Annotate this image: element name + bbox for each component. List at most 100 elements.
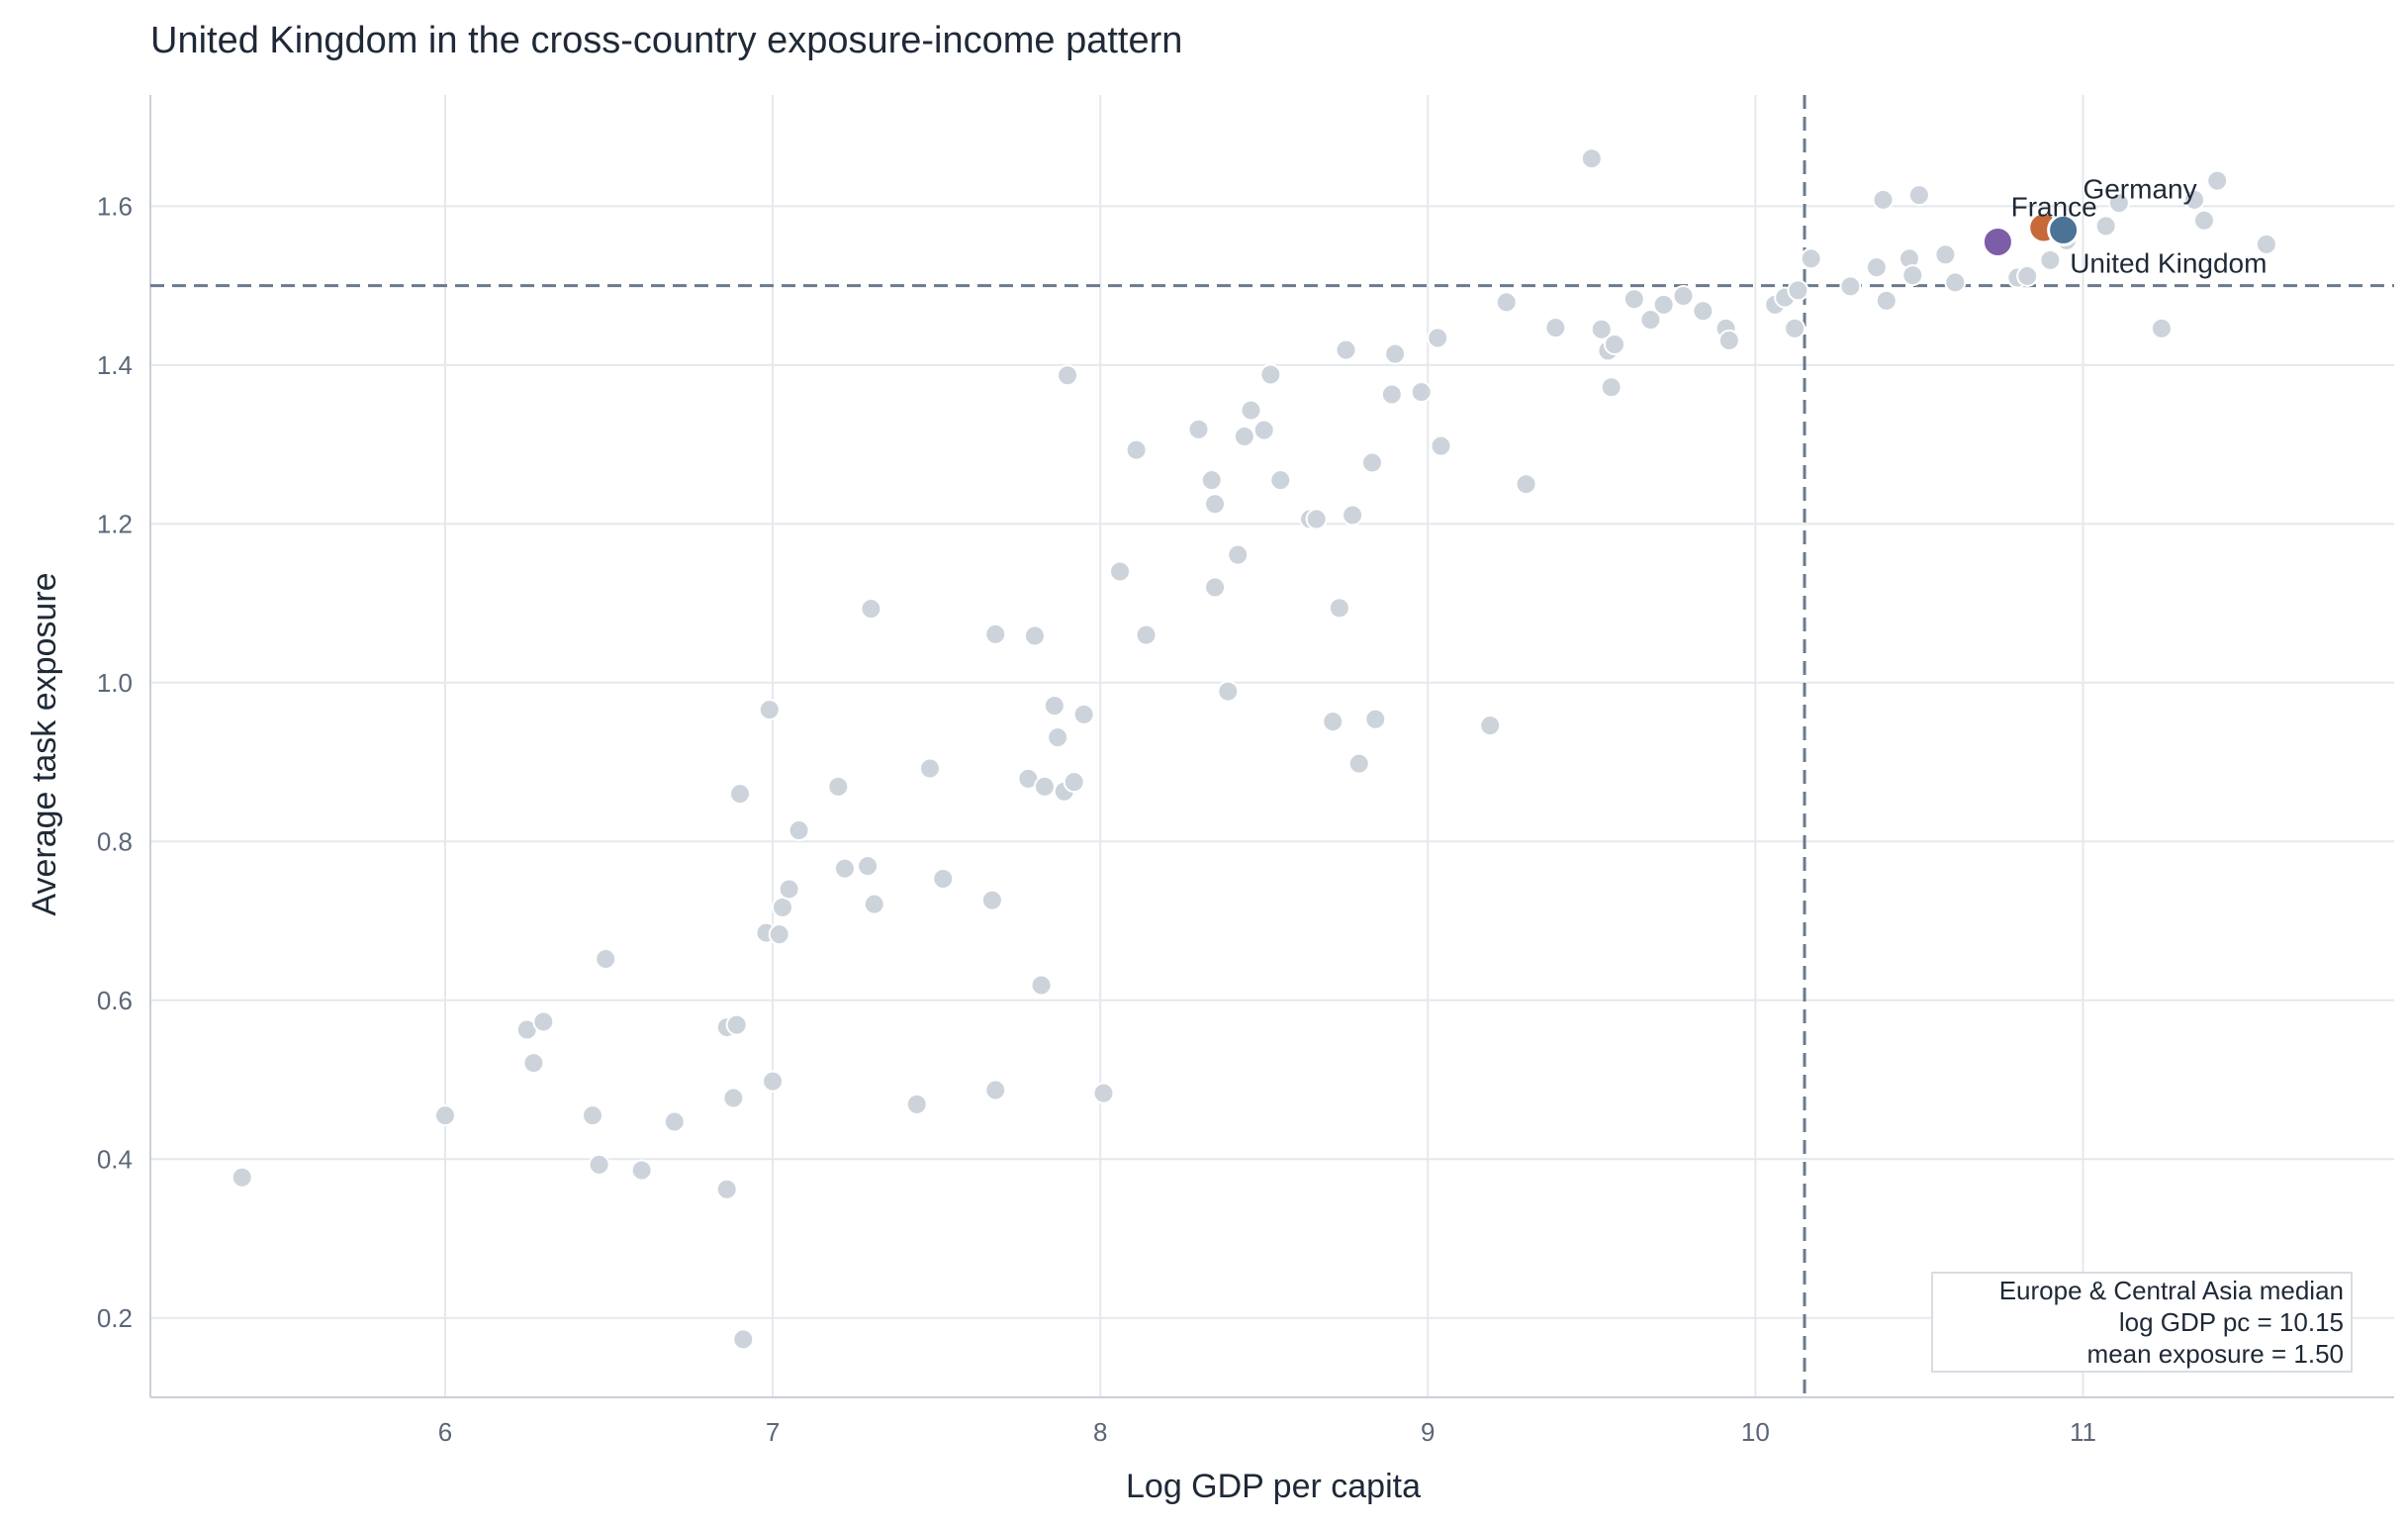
data-point [857,855,880,878]
data-point [2016,264,2039,287]
data-point [433,1104,456,1127]
y-tick-label: 1.0 [97,668,133,698]
data-point [1380,383,1403,406]
highlight-point [1981,225,2014,258]
data-point [1427,327,1449,349]
data-point [1410,381,1433,404]
data-point [1063,771,1085,794]
median-note-frame [1931,1272,2353,1373]
data-point [1934,243,1957,266]
data-point [1023,624,1046,647]
data-point [1787,279,1809,302]
x-tick-label: 6 [438,1417,452,1447]
data-point [1865,256,1888,279]
median-note-box: Europe & Central Asia median log GDP pc … [1931,1272,2353,1373]
y-tick-label: 0.2 [97,1303,133,1333]
data-point [905,1093,928,1115]
country-label: France [2011,191,2097,222]
data-point [1784,317,1806,339]
data-point [522,1052,545,1075]
median-note-line: log GDP pc = 10.15 [2119,1307,2344,1337]
data-point [1204,576,1227,599]
y-tick-label: 1.4 [97,350,133,380]
y-tick-label: 0.6 [97,986,133,1015]
y-tick-label: 1.6 [97,191,133,221]
x-tick-label: 11 [2070,1417,2096,1447]
y-axis-title: Average task exposure [26,572,63,915]
data-point [1603,333,1625,355]
data-point [1652,293,1675,316]
y-tick-label: 0.4 [97,1144,133,1174]
country-label: Germany [2083,174,2196,205]
tick-labels: 6 7 8 9 10 11 0.2 0.4 0.6 0.8 1.0 1.2 1.4 1.6 [97,191,2096,1447]
data-point [595,948,617,971]
data-point [778,878,800,901]
data-point [1335,338,1357,361]
data-point [588,1153,610,1176]
data-point [532,1010,555,1033]
data-point [827,775,850,798]
data-point [932,868,955,891]
data-point [980,889,1003,911]
data-point [1240,399,1262,422]
data-point [833,857,856,880]
data-point [715,1178,738,1200]
data-point [1252,419,1275,441]
data-point [581,1104,603,1127]
highlighted-points [1981,211,2081,258]
x-tick-label: 8 [1093,1417,1107,1447]
data-point [768,923,790,946]
data-point [1692,300,1714,323]
data-point [1875,289,1898,312]
data-point [1717,329,1740,351]
country-label: United Kingdom [2070,247,2267,278]
data-point [1322,711,1344,733]
x-axis-title: Log GDP per capita [1126,1468,1421,1505]
median-note-line: Europe & Central Asia median [1999,1276,2344,1305]
data-point [1622,288,1645,311]
data-point [1204,493,1227,516]
data-point [1125,438,1148,461]
data-point [1109,560,1132,583]
data-point [1590,318,1613,340]
data-point [725,1013,748,1036]
data-point [1600,376,1622,399]
data-point [1800,247,1822,270]
data-point [1495,291,1518,314]
data-point [863,893,885,915]
x-tick-label: 9 [1421,1417,1435,1447]
data-point [758,699,781,721]
data-point [1092,1082,1115,1104]
highlight-point [2047,213,2081,246]
data-point [1430,434,1452,457]
data-point [1384,342,1407,365]
data-point [231,1166,253,1189]
data-point [1072,703,1095,725]
data-point [728,783,751,806]
data-point [2255,233,2277,255]
data-point [1347,752,1370,775]
data-point [772,896,794,918]
data-point [1364,708,1387,730]
data-point [984,1079,1007,1101]
data-point [1639,309,1662,332]
data-point [2107,192,2130,215]
chart-title: United Kingdom in the cross-country expo… [150,20,1183,61]
data-point [919,757,942,780]
data-point [1944,271,1967,294]
data-point [1907,184,1930,207]
data-point [1515,473,1537,496]
data-point [1187,418,1210,440]
data-point [663,1110,686,1133]
median-note-line: mean exposure = 1.50 [2087,1339,2344,1369]
data-point [1479,715,1502,737]
data-point [1227,543,1250,566]
data-point [1328,597,1350,620]
x-tick-label: 7 [766,1417,780,1447]
data-point [1544,317,1567,339]
data-point [1259,363,1282,386]
data-point [1342,504,1364,526]
data-point [1269,469,1292,492]
